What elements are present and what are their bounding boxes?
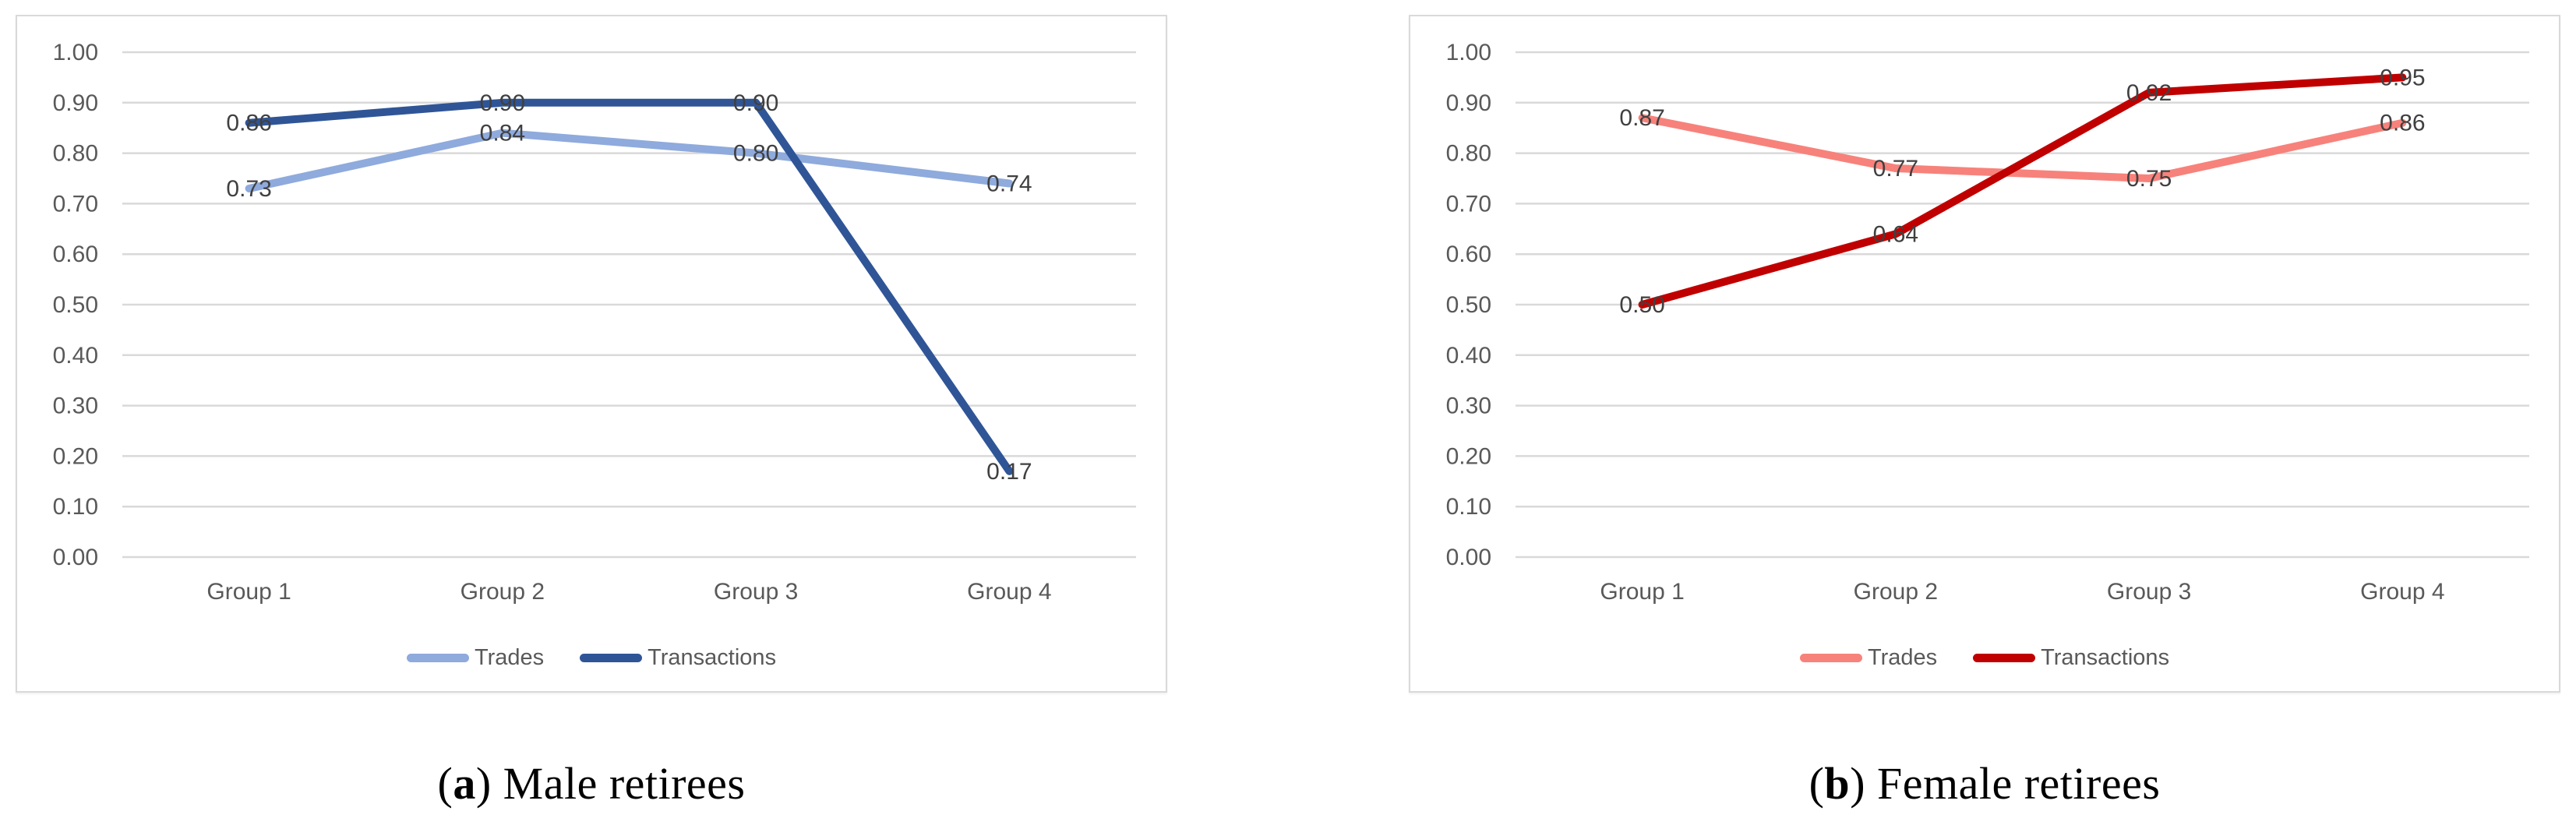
caption-female-retirees: (b) Female retirees [1808,758,2161,809]
caption-text: Female retirees [1877,758,2161,809]
data-label-trades: 0.73 [226,176,271,202]
legend-item-trades: Trades [406,645,545,671]
y-tick-label: 0.20 [53,443,98,469]
y-tick-label: 0.70 [1446,191,1491,217]
data-label-trades: 0.84 [480,121,525,146]
legend-female-chart: Trades Transactions [1410,645,2559,671]
y-tick-label: 0.60 [1446,242,1491,267]
data-label-transactions: 0.90 [733,90,778,116]
y-tick-label: 1.00 [1446,40,1491,65]
y-tick-label: 0.00 [53,545,98,570]
series-line-transactions [245,98,1014,475]
legend-swatch-trades [1799,654,1862,662]
y-tick-label: 0.80 [53,141,98,167]
legend-swatch-trades [406,654,469,662]
data-label-trades: 0.74 [986,171,1032,196]
series-line-transactions [1638,73,2407,309]
data-label-transactions: 0.92 [2126,80,2172,106]
y-tick-label: 0.70 [53,191,98,217]
data-label-transactions: 0.90 [480,90,525,116]
line-chart-female-retirees: 0.00 0.10 0.20 0.30 0.40 0.50 0.60 0.70 0.80 0.90… [1446,40,2529,605]
legend-label-trades: Trades [474,645,545,670]
y-tick-label: 0.10 [53,494,98,520]
y-tick-label: 0.60 [53,242,98,267]
y-tick-label: 0.40 [1446,343,1491,369]
legend-swatch-transactions [580,654,643,662]
legend-swatch-transactions [1973,654,2036,662]
caption-male-retirees: (a) Male retirees [437,758,746,809]
data-label-transactions: 0.50 [1619,292,1664,318]
y-tick-label: 0.10 [1446,494,1491,520]
legend-male-chart: Trades Transactions [17,645,1166,671]
data-label-transactions: 0.17 [986,459,1032,485]
y-tick-label: 0.90 [1446,90,1491,116]
chart-panel-male-retirees: 0.00 0.10 0.20 0.30 0.40 0.50 0.60 0.70 0.80 0.90… [16,15,1167,693]
x-category-label: Group 3 [2107,579,2191,605]
legend-label-transactions: Transactions [648,645,777,670]
legend-label-transactions: Transactions [2041,645,2170,670]
x-category-label: Group 2 [1854,579,1938,605]
legend-label-trades: Trades [1867,645,1938,670]
legend-item-transactions: Transactions [580,645,776,671]
series-line-trades [1638,114,2407,182]
y-tick-label: 0.30 [53,393,98,419]
caption-marker-letter: a [453,758,476,809]
x-category-label: Group 1 [1600,579,1684,605]
y-tick-label: 0.00 [1446,545,1491,570]
y-tick-label: 0.50 [1446,292,1491,318]
x-category-label: Group 4 [2360,579,2444,605]
caption-marker-letter: b [1824,758,1851,809]
legend-item-transactions: Transactions [1973,645,2169,671]
y-tick-label: 0.50 [53,292,98,318]
data-label-transactions: 0.95 [2380,65,2425,90]
caption-text: Male retirees [503,758,746,809]
data-label-trades: 0.80 [733,141,778,167]
x-category-label: Group 4 [967,579,1051,605]
series-line-trades [245,129,1014,192]
data-label-trades: 0.86 [2380,111,2425,136]
x-category-label: Group 3 [714,579,798,605]
data-label-trades: 0.77 [1873,156,1918,182]
data-label-transactions: 0.86 [226,111,271,136]
chart-panel-female-retirees: 0.00 0.10 0.20 0.30 0.40 0.50 0.60 0.70 0.80 0.90… [1409,15,2560,693]
data-label-transactions: 0.64 [1873,221,1918,247]
x-category-label: Group 2 [461,579,545,605]
data-label-trades: 0.75 [2126,166,2172,192]
y-tick-label: 0.30 [1446,393,1491,419]
line-chart-male-retirees: 0.00 0.10 0.20 0.30 0.40 0.50 0.60 0.70 0.80 0.90… [53,40,1136,605]
data-label-trades: 0.87 [1619,105,1664,131]
y-tick-label: 0.40 [53,343,98,369]
y-tick-label: 1.00 [53,40,98,65]
y-tick-label: 0.90 [53,90,98,116]
legend-item-trades: Trades [1799,645,1938,671]
x-category-label: Group 1 [206,579,291,605]
y-tick-label: 0.20 [1446,443,1491,469]
y-tick-label: 0.80 [1446,141,1491,167]
